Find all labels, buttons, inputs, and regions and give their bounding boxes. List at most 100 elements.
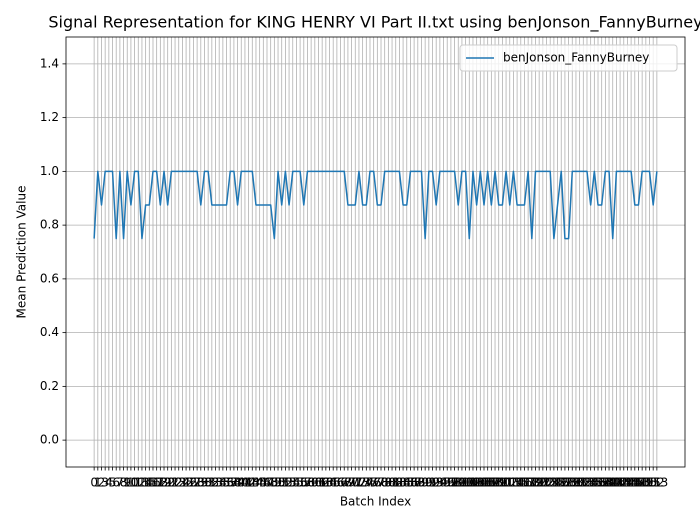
x-tick-label: 12 xyxy=(131,476,146,490)
x-tick-label: 135 xyxy=(579,476,602,490)
x-tick-label: 2 xyxy=(98,476,106,490)
x-tick-label: 21 xyxy=(164,476,179,490)
x-tick-label: 138 xyxy=(590,476,613,490)
x-tick-label: 86 xyxy=(403,476,418,490)
legend-box xyxy=(459,44,678,72)
x-tick-label: 37 xyxy=(223,476,238,490)
x-tick-label: 125 xyxy=(542,476,565,490)
x-tick-label: 29 xyxy=(193,476,208,490)
x-tick-label: 120 xyxy=(524,476,547,490)
x-tick-label: 11 xyxy=(127,476,142,490)
x-tick-label: 150 xyxy=(634,476,657,490)
x-tick-label: 126 xyxy=(546,476,569,490)
x-tick-label: 109 xyxy=(484,476,507,490)
x-tick-label: 143 xyxy=(609,476,632,490)
y-tick-label: 0.8 xyxy=(40,218,59,232)
x-tick-label: 132 xyxy=(568,476,591,490)
x-tick-label: 144 xyxy=(612,476,635,490)
x-tick-label: 147 xyxy=(623,476,646,490)
x-tick-label: 26 xyxy=(182,476,197,490)
x-tick-label: 83 xyxy=(392,476,407,490)
x-tick-label: 81 xyxy=(384,476,399,490)
x-tick-label: 58 xyxy=(300,476,315,490)
x-tick-label: 6 xyxy=(112,476,120,490)
x-tick-label: 85 xyxy=(399,476,414,490)
x-tick-label: 142 xyxy=(605,476,628,490)
x-tick-label: 75 xyxy=(362,476,377,490)
y-tick-label: 1.4 xyxy=(40,56,59,70)
x-tick-label: 122 xyxy=(531,476,554,490)
x-tick-label: 99 xyxy=(451,476,466,490)
x-tick-label: 137 xyxy=(587,476,610,490)
x-tick-label: 0 xyxy=(90,476,98,490)
x-tick-label: 13 xyxy=(134,476,149,490)
x-tick-label: 153 xyxy=(645,476,668,490)
x-tick-label: 100 xyxy=(450,476,473,490)
x-tick-label: 117 xyxy=(513,476,536,490)
x-tick-label: 91 xyxy=(421,476,436,490)
x-tick-label: 134 xyxy=(576,476,599,490)
x-tick-label: 116 xyxy=(509,476,532,490)
x-tick-label: 9 xyxy=(123,476,131,490)
x-tick-label: 14 xyxy=(138,476,153,490)
x-tick-label: 74 xyxy=(359,476,374,490)
x-tick-label: 15 xyxy=(142,476,157,490)
y-tick-label: 0.0 xyxy=(40,433,59,447)
data-line xyxy=(93,170,658,240)
x-tick-label: 60 xyxy=(307,476,322,490)
legend-label: benJonson_FannyBurney xyxy=(503,51,649,65)
x-tick-label: 115 xyxy=(506,476,529,490)
x-tick-label: 118 xyxy=(517,476,540,490)
x-axis-label: Batch Index xyxy=(340,495,411,509)
x-tick-label: 105 xyxy=(469,476,492,490)
x-tick-label: 69 xyxy=(340,476,355,490)
x-tick-label: 95 xyxy=(436,476,451,490)
x-tick-label: 19 xyxy=(156,476,171,490)
x-tick-label: 46 xyxy=(256,476,271,490)
x-tick-label: 38 xyxy=(226,476,241,490)
x-tick-label: 127 xyxy=(550,476,573,490)
x-tick-label: 123 xyxy=(535,476,558,490)
x-tick-label: 133 xyxy=(572,476,595,490)
x-tick-label: 94 xyxy=(432,476,447,490)
x-tick-label: 76 xyxy=(366,476,381,490)
x-tick-label: 93 xyxy=(429,476,444,490)
x-tick-label: 97 xyxy=(443,476,458,490)
x-tick-label: 98 xyxy=(447,476,462,490)
x-tick-label: 77 xyxy=(370,476,385,490)
x-tick-label: 64 xyxy=(322,476,337,490)
x-tick-label: 40 xyxy=(234,476,249,490)
y-tick-label: 0.4 xyxy=(40,325,59,339)
x-tick-label: 16 xyxy=(145,476,160,490)
x-tick-label: 78 xyxy=(373,476,388,490)
x-tick-label: 44 xyxy=(248,476,263,490)
x-tick-label: 131 xyxy=(564,476,587,490)
x-tick-label: 35 xyxy=(215,476,230,490)
x-tick-label: 149 xyxy=(631,476,654,490)
x-tick-label: 110 xyxy=(487,476,510,490)
x-tick-label: 20 xyxy=(160,476,175,490)
x-tick-label: 8 xyxy=(120,476,128,490)
x-tick-label: 152 xyxy=(642,476,665,490)
x-tick-label: 146 xyxy=(620,476,643,490)
x-tick-label: 65 xyxy=(326,476,341,490)
x-tick-label: 5 xyxy=(109,476,117,490)
x-tick-label: 31 xyxy=(201,476,216,490)
y-tick-label: 0.6 xyxy=(40,271,59,285)
x-tick-label: 17 xyxy=(149,476,164,490)
x-tick-label: 130 xyxy=(561,476,584,490)
x-tick-label: 88 xyxy=(410,476,425,490)
x-tick-label: 61 xyxy=(311,476,326,490)
y-tick-label: 0.2 xyxy=(40,379,59,393)
x-tick-label: 63 xyxy=(318,476,333,490)
x-tick-label: 52 xyxy=(278,476,293,490)
x-tick-label: 49 xyxy=(267,476,282,490)
x-tick-label: 57 xyxy=(296,476,311,490)
x-tick-label: 140 xyxy=(598,476,621,490)
x-tick-label: 136 xyxy=(583,476,606,490)
x-tick-label: 45 xyxy=(252,476,267,490)
x-tick-label: 106 xyxy=(473,476,496,490)
x-tick-label: 96 xyxy=(440,476,455,490)
y-tick-label: 1.0 xyxy=(40,164,59,178)
